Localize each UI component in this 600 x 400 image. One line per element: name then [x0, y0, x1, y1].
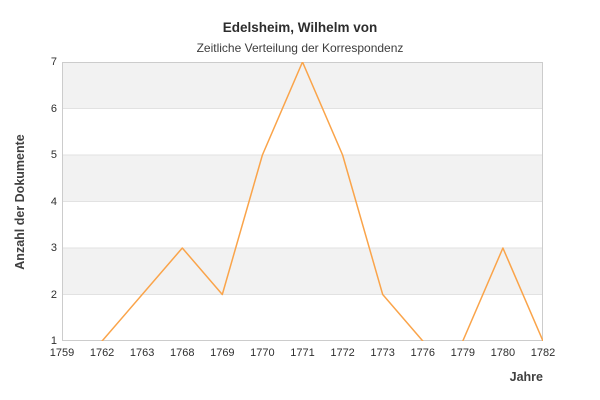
- y-tick-label: 5: [50, 149, 57, 161]
- data-line: [101, 61, 424, 342]
- x-tick-label: 1762: [89, 347, 115, 359]
- line-series-canvas: [62, 61, 544, 342]
- plot-band: [62, 155, 543, 202]
- x-tick-label: 1779: [450, 347, 476, 359]
- x-tick-label: 1769: [210, 347, 235, 359]
- x-tick-label: 1780: [490, 347, 516, 359]
- y-tick-label: 4: [50, 195, 57, 208]
- y-tick-label: 3: [50, 242, 57, 254]
- x-tick-label: 1770: [250, 347, 275, 359]
- plot-band: [62, 294, 543, 341]
- x-axis-title: Jahre: [509, 370, 543, 384]
- plot-band: [62, 108, 543, 155]
- plot-area: [62, 61, 544, 342]
- x-tick-label: 1759: [49, 347, 75, 359]
- plot-band: [62, 62, 543, 109]
- x-tick-label: 1782: [530, 347, 556, 359]
- y-tick-label: 2: [50, 288, 57, 301]
- x-tick-label: 1776: [410, 347, 435, 359]
- x-tick-label: 1768: [170, 347, 195, 359]
- data-line: [462, 247, 544, 342]
- y-tick-label: 7: [50, 56, 57, 68]
- x-tick-label: 1771: [290, 347, 315, 359]
- y-tick-label: 1: [50, 335, 57, 347]
- x-tick-label: 1763: [129, 347, 155, 359]
- chart-title: Edelsheim, Wilhelm von: [222, 20, 378, 35]
- chart-subtitle: Zeitliche Verteilung der Korrespondenz: [196, 41, 404, 55]
- plot-band: [62, 248, 543, 295]
- plot-band: [62, 201, 543, 248]
- y-tick-label: 6: [50, 102, 57, 115]
- x-tick-label: 1773: [370, 347, 395, 359]
- x-tick-label: 1772: [330, 347, 355, 359]
